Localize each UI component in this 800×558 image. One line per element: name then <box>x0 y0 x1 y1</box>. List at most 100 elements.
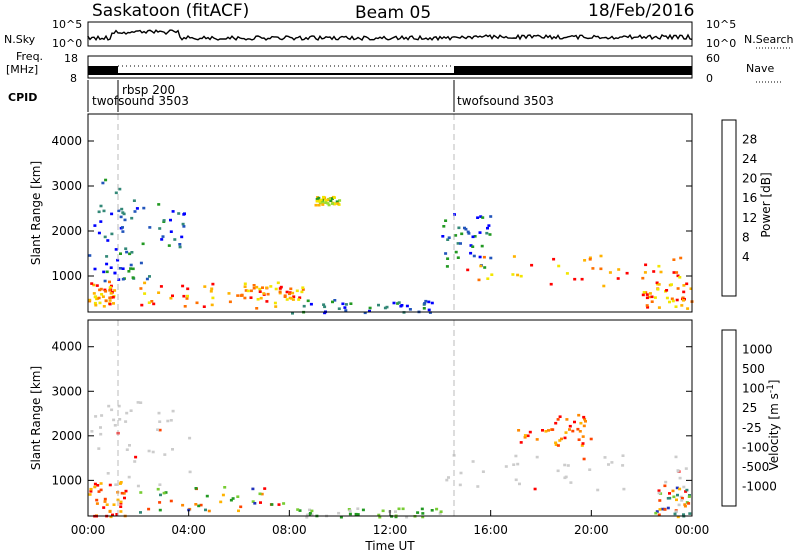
heatmap-cell <box>265 286 269 290</box>
heatmap-cell <box>490 273 494 276</box>
heatmap-cell <box>127 475 131 479</box>
colorbar-tick-label: -100 <box>742 440 769 454</box>
heatmap-cell <box>151 450 155 454</box>
power-colorbar-label: Power [dB] <box>759 172 773 237</box>
heatmap-cell <box>98 301 102 305</box>
heatmap-cell <box>557 264 561 268</box>
heatmap-cell <box>322 303 326 306</box>
heatmap-cell <box>392 301 396 305</box>
heatmap-cell <box>335 200 339 203</box>
heatmap-cell <box>262 292 266 295</box>
heatmap-cell <box>205 494 209 498</box>
heatmap-cell <box>454 234 458 237</box>
heatmap-cell <box>438 512 442 515</box>
heatmap-cell <box>488 233 492 236</box>
colorbar-tick-label: 12 <box>742 211 757 225</box>
heatmap-cell <box>655 510 659 513</box>
y-tick-label: 2000 <box>51 224 82 238</box>
heatmap-cell <box>516 462 520 466</box>
heatmap-cell <box>266 292 270 296</box>
heatmap-cell <box>460 232 464 236</box>
heatmap-cell <box>157 291 161 294</box>
freq-tick-top: 18 <box>64 52 78 65</box>
cpid-panel: CPID rbsp 200 twofsound 3503 twofsound 3… <box>8 80 554 112</box>
heatmap-cell <box>383 306 387 310</box>
heatmap-cell <box>385 305 389 309</box>
heatmap-cell <box>581 435 585 438</box>
heatmap-cell <box>92 292 96 295</box>
heatmap-cell <box>278 287 282 290</box>
noise-right-tick-bottom: 10^0 <box>706 37 736 50</box>
heatmap-cell <box>131 267 135 271</box>
heatmap-cell <box>100 293 104 296</box>
heatmap-cell <box>305 516 309 519</box>
heatmap-cell <box>98 288 102 292</box>
heatmap-cell <box>476 216 480 219</box>
heatmap-cell <box>276 281 280 285</box>
heatmap-cell <box>104 299 108 303</box>
heatmap-cell <box>397 301 401 304</box>
heatmap-cell <box>326 198 330 202</box>
y-tick-label: 3000 <box>51 179 82 193</box>
heatmap-cell <box>88 493 92 496</box>
heatmap-cell <box>113 424 117 427</box>
heatmap-cell <box>457 226 461 230</box>
heatmap-cell <box>481 470 485 473</box>
heatmap-cell <box>105 262 109 266</box>
heatmap-cell <box>482 255 486 259</box>
heatmap-cell <box>308 508 311 512</box>
colorbar-label-superscript: -1 <box>766 384 776 393</box>
heatmap-cell <box>657 283 661 286</box>
heatmap-cell <box>657 489 661 492</box>
heatmap-cell <box>122 212 126 216</box>
heatmap-cell <box>110 232 114 236</box>
heatmap-cell <box>139 491 143 494</box>
heatmap-cell <box>565 418 569 421</box>
cpid-segment-twofsound-2: twofsound 3503 <box>457 94 554 108</box>
heatmap-cell <box>117 278 121 281</box>
heatmap-cell <box>302 304 306 308</box>
heatmap-cell <box>571 429 575 433</box>
heatmap-cell <box>518 482 521 486</box>
heatmap-cell <box>129 267 133 270</box>
heatmap-cell <box>616 277 620 280</box>
heatmap-cell <box>670 297 674 301</box>
heatmap-cell <box>95 498 99 502</box>
heatmap-cell <box>377 303 380 307</box>
heatmap-cell <box>103 497 107 501</box>
heatmap-cell <box>644 263 648 267</box>
colorbar-tick-label: -25 <box>742 421 762 435</box>
heatmap-cell <box>291 298 295 301</box>
heatmap-cell <box>117 404 121 408</box>
heatmap-cell <box>680 499 684 502</box>
heatmap-cell <box>108 510 112 513</box>
heatmap-cell <box>378 515 382 519</box>
heatmap-cell <box>111 295 115 299</box>
velocity-colorbar-label: Velocity [m s-1] <box>766 380 781 471</box>
heatmap-cell <box>243 285 247 288</box>
heatmap-cell <box>323 305 327 309</box>
noise-panel: N.Sky 10^5 10^0 10^5 10^0 N.Search <box>4 18 794 50</box>
heatmap-cell <box>188 436 192 440</box>
heatmap-cell <box>114 248 118 251</box>
heatmap-cell <box>285 290 289 294</box>
heatmap-cell <box>421 512 425 515</box>
heatmap-cell <box>112 503 116 506</box>
heatmap-cell <box>116 258 120 262</box>
heatmap-cell <box>478 255 482 259</box>
heatmap-cell <box>182 225 186 228</box>
heatmap-cell <box>117 209 121 213</box>
heatmap-cell <box>401 507 405 511</box>
heatmap-cell <box>321 201 325 204</box>
heatmap-cell <box>147 301 151 304</box>
heatmap-cell <box>423 302 427 305</box>
heatmap-cell <box>92 283 96 287</box>
heatmap-cell <box>106 239 110 242</box>
heatmap-cell <box>573 277 577 281</box>
heatmap-cell <box>259 296 263 300</box>
heatmap-cell <box>473 235 477 238</box>
heatmap-cell <box>139 511 142 514</box>
heatmap-cell <box>322 197 326 201</box>
heatmap-cell <box>666 506 670 510</box>
